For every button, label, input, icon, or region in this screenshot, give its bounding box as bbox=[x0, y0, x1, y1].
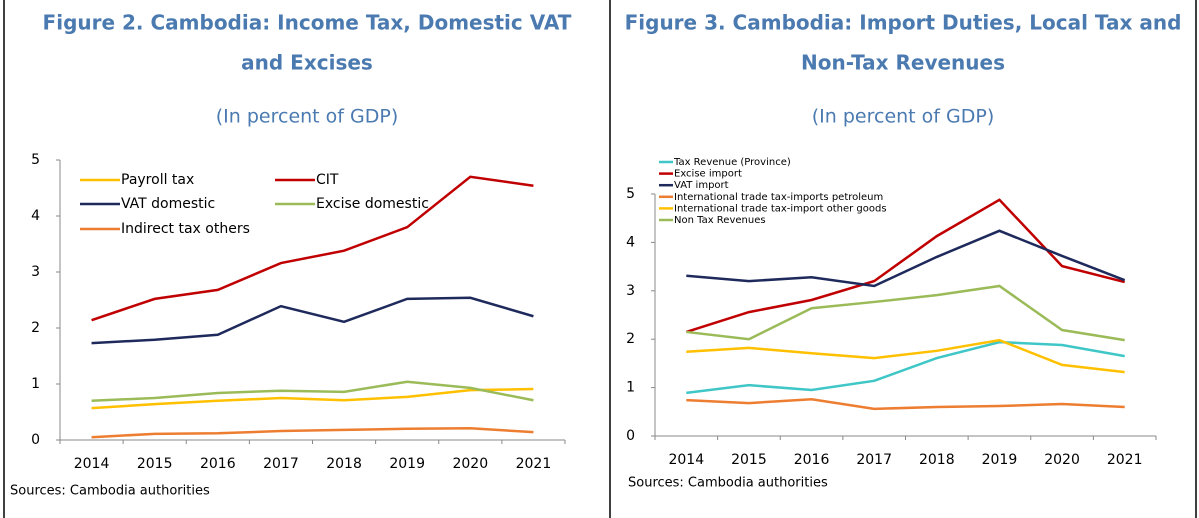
x-tick-label: 2017 bbox=[856, 452, 892, 468]
chart-subtitle: (In percent of GDP) bbox=[812, 106, 995, 128]
legend-label: Payroll tax bbox=[121, 172, 194, 188]
source: Sources: Cambodia authorities bbox=[628, 476, 828, 491]
y-tick-label: 5 bbox=[31, 152, 40, 168]
x-tick-label: 2019 bbox=[389, 456, 425, 472]
series-line bbox=[91, 426, 534, 439]
y-tick-label: 4 bbox=[31, 208, 40, 224]
series-line bbox=[686, 397, 1125, 411]
chart-title: and Excises bbox=[241, 51, 373, 75]
chart-title: Non-Tax Revenues bbox=[801, 51, 1005, 75]
series-line bbox=[91, 296, 534, 345]
legend-label: International trade tax-imports petroleu… bbox=[674, 192, 883, 203]
legend-label: Indirect tax others bbox=[121, 221, 250, 237]
chart-title: Figure 3. Cambodia: Import Duties, Local… bbox=[625, 11, 1182, 35]
x-tick-label: 2018 bbox=[326, 456, 362, 472]
x-tick-label: 2018 bbox=[919, 452, 955, 468]
y-tick-label: 0 bbox=[626, 428, 635, 444]
x-tick-label: 2014 bbox=[668, 452, 704, 468]
y-tick-label: 3 bbox=[31, 264, 40, 280]
x-tick-label: 2020 bbox=[452, 456, 488, 472]
y-tick-label: 0 bbox=[31, 432, 40, 448]
y-tick-label: 1 bbox=[31, 376, 40, 392]
legend-label: International trade tax-import other goo… bbox=[674, 203, 887, 214]
legend-label: Non Tax Revenues bbox=[674, 215, 766, 226]
source: Sources: Cambodia authorities bbox=[10, 484, 210, 499]
series-line bbox=[686, 338, 1125, 374]
x-tick-label: 2021 bbox=[1107, 452, 1143, 468]
x-tick-label: 2016 bbox=[794, 452, 830, 468]
x-tick-label: 2019 bbox=[982, 452, 1018, 468]
x-tick-label: 2015 bbox=[731, 452, 767, 468]
legend-label: VAT import bbox=[674, 180, 729, 191]
legend-label: Tax Revenue (Province) bbox=[673, 157, 791, 168]
chart-subtitle: (In percent of GDP) bbox=[216, 106, 399, 128]
x-tick-label: 2020 bbox=[1044, 452, 1080, 468]
chart-title: Figure 2. Cambodia: Income Tax, Domestic… bbox=[43, 11, 572, 35]
x-tick-label: 2021 bbox=[516, 456, 552, 472]
series-line bbox=[91, 387, 534, 410]
x-tick-label: 2014 bbox=[74, 456, 110, 472]
legend-label: CIT bbox=[316, 172, 339, 188]
legend-label: Excise import bbox=[674, 169, 742, 180]
series-line bbox=[686, 229, 1126, 288]
y-tick-label: 3 bbox=[626, 283, 635, 299]
series-line bbox=[91, 380, 534, 403]
y-tick-label: 4 bbox=[626, 234, 635, 250]
series-line bbox=[686, 284, 1125, 342]
y-tick-label: 5 bbox=[626, 186, 635, 202]
x-tick-label: 2015 bbox=[137, 456, 173, 472]
series-line bbox=[686, 340, 1125, 395]
x-tick-label: 2016 bbox=[200, 456, 236, 472]
x-tick-label: 2017 bbox=[263, 456, 299, 472]
series-line bbox=[685, 198, 1125, 334]
series-line bbox=[91, 175, 534, 322]
legend-label: VAT domestic bbox=[121, 196, 215, 212]
legend-label: Excise domestic bbox=[316, 196, 429, 212]
y-tick-label: 1 bbox=[626, 380, 635, 396]
y-tick-label: 2 bbox=[626, 331, 635, 347]
y-tick-label: 2 bbox=[31, 320, 40, 336]
